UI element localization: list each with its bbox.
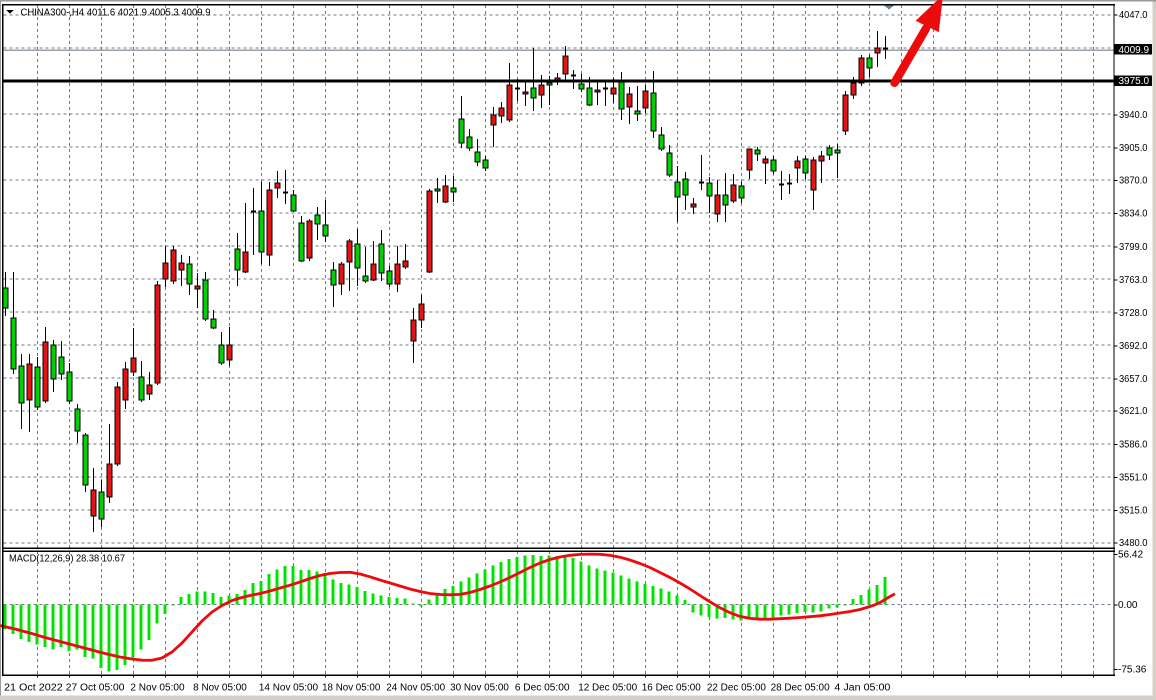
svg-text:12 Dec 05:00: 12 Dec 05:00: [578, 683, 637, 694]
svg-text:3657.0: 3657.0: [1119, 374, 1148, 385]
svg-text:28 Dec 05:00: 28 Dec 05:00: [771, 683, 830, 694]
svg-text:3870.0: 3870.0: [1119, 176, 1148, 187]
svg-text:3763.0: 3763.0: [1119, 275, 1148, 286]
svg-text:3728.0: 3728.0: [1119, 308, 1148, 319]
svg-text:3905.0: 3905.0: [1119, 143, 1148, 154]
svg-text:3515.0: 3515.0: [1119, 505, 1148, 516]
svg-text:22 Dec 05:00: 22 Dec 05:00: [707, 683, 766, 694]
svg-text:4009.9: 4009.9: [1119, 45, 1150, 56]
svg-text:3834.0: 3834.0: [1119, 209, 1148, 220]
svg-text:3480.0: 3480.0: [1119, 538, 1148, 549]
svg-text:3621.0: 3621.0: [1119, 406, 1148, 417]
svg-text:4047.0: 4047.0: [1119, 10, 1148, 21]
svg-text:8 Nov 05:00: 8 Nov 05:00: [193, 683, 247, 694]
svg-text:18 Nov 05:00: 18 Nov 05:00: [322, 683, 381, 694]
svg-text:56.42: 56.42: [1118, 550, 1143, 561]
svg-text:14 Nov 05:00: 14 Nov 05:00: [259, 683, 319, 694]
svg-text:30 Nov 05:00: 30 Nov 05:00: [450, 683, 509, 694]
svg-text:CHINA300-,H4 4011.6 4021.9 40: CHINA300-,H4 4011.6 4021.9 4005.3 4009.9: [21, 7, 211, 18]
svg-text:3975.0: 3975.0: [1119, 76, 1150, 87]
svg-text:16 Dec 05:00: 16 Dec 05:00: [642, 683, 701, 694]
svg-text:2 Nov 05:00: 2 Nov 05:00: [130, 683, 185, 694]
svg-text:6 Dec 05:00: 6 Dec 05:00: [515, 683, 570, 694]
svg-text:27 Oct 05:00: 27 Oct 05:00: [66, 683, 125, 694]
svg-text:3940.0: 3940.0: [1119, 110, 1148, 121]
svg-text:24 Nov 05:00: 24 Nov 05:00: [386, 683, 445, 694]
svg-text:3692.0: 3692.0: [1119, 341, 1148, 352]
svg-text:0.00: 0.00: [1118, 600, 1138, 611]
svg-text:4 Jan 05:00: 4 Jan 05:00: [834, 683, 890, 694]
svg-text:3551.0: 3551.0: [1119, 473, 1148, 484]
svg-text:3586.0: 3586.0: [1119, 439, 1148, 450]
svg-text:MACD(12,26,9) 28.38 10.67: MACD(12,26,9) 28.38 10.67: [9, 554, 125, 565]
svg-text:21 Oct 2022: 21 Oct 2022: [4, 683, 63, 694]
svg-text:-75.36: -75.36: [1118, 665, 1147, 676]
svg-text:3799.0: 3799.0: [1119, 242, 1148, 253]
